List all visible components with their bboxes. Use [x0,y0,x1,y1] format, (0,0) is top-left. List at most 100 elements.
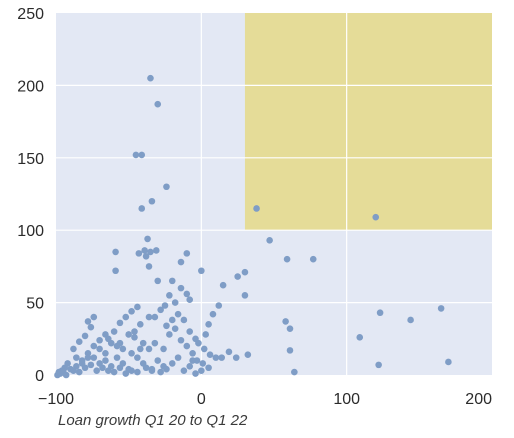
data-point [136,345,144,353]
data-point [147,74,154,82]
data-point [356,334,364,341]
data-point [168,277,176,285]
data-point [186,328,194,335]
data-point [135,250,143,257]
data-point [177,258,185,266]
data-point [116,339,124,347]
data-point [376,309,384,317]
data-point [215,302,223,309]
data-point [116,319,124,327]
data-point [138,151,146,159]
data-point [286,325,294,332]
data-point [177,284,185,292]
data-point [282,318,289,325]
data-point [253,205,260,212]
data-point [202,331,209,338]
y-tick-label: 250 [17,6,44,23]
data-point [112,248,119,256]
y-tick-label: 100 [17,223,44,240]
data-point [186,296,194,304]
data-point [99,364,106,372]
data-point [93,367,100,374]
data-point [152,247,160,254]
data-point [177,336,185,344]
data-point [154,357,162,364]
data-point [171,299,179,306]
data-point [157,306,164,314]
data-point [145,263,153,270]
data-point [147,248,154,256]
data-point [209,310,217,318]
data-point [134,368,141,376]
data-point [154,277,162,285]
data-point [286,347,294,354]
data-point [407,316,414,324]
data-point [174,354,182,361]
data-point [183,290,191,298]
data-point [199,360,207,367]
data-point [183,250,191,257]
data-point [157,368,164,376]
data-point [90,313,98,321]
data-point [70,367,77,374]
data-point [200,345,208,353]
data-point [131,328,138,335]
data-point [192,335,199,343]
x-tick-label: −100 [38,391,74,408]
data-point [192,370,199,377]
data-point [110,328,118,335]
data-point [145,345,153,353]
data-point [171,325,179,332]
data-point [138,205,146,212]
data-point [198,367,205,374]
data-point [168,316,176,324]
data-point [206,351,214,359]
data-point [128,349,135,357]
data-point [134,303,141,311]
data-point [445,358,452,366]
data-point [234,273,241,280]
data-point [125,331,132,338]
data-point [189,357,196,364]
data-point [291,368,298,376]
data-point [198,267,205,275]
data-point [142,364,150,372]
data-point [142,252,150,260]
data-point [87,361,95,369]
data-point [189,349,196,357]
data-point [166,292,173,299]
y-tick-labels: 0 50 100 150 200 250 [17,6,44,385]
data-point [163,183,170,191]
data-point [163,365,170,373]
y-tick-label: 50 [26,296,44,313]
data-point [161,302,169,309]
data-point [128,367,135,374]
data-point [90,342,98,350]
data-point [266,237,273,244]
data-point [119,345,127,353]
data-point [205,321,212,328]
data-point [283,255,291,263]
data-point [160,345,167,353]
data-point [116,364,124,372]
data-point [151,313,159,321]
data-point [205,364,212,372]
data-point [168,360,176,367]
x-axis-label: Loan growth Q1 20 to Q1 22 [58,412,248,429]
data-point [218,354,225,361]
data-point [75,338,83,345]
data-point [145,313,153,321]
data-point [132,151,140,159]
data-point [144,235,151,243]
x-tick-labels: −100 0 100 200 [38,391,492,408]
data-point [244,351,252,359]
y-tick-label: 0 [35,368,44,385]
data-point [73,354,80,361]
data-point [219,281,227,289]
data-point [241,292,249,299]
data-point [232,354,240,361]
data-point [75,368,83,376]
highlight-region [244,13,492,231]
data-point [166,331,173,338]
